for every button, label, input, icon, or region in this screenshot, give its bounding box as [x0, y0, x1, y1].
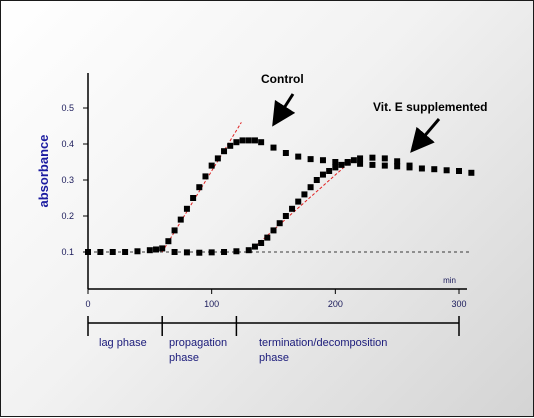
vit-e-arrow [410, 118, 441, 153]
vit-e-point [350, 157, 357, 164]
vit-e-point [208, 249, 215, 256]
control-point [109, 249, 116, 255]
y-tick-label: 0.1 [61, 247, 74, 257]
phase-label-termination-line1: termination/decomposition [259, 337, 387, 349]
control-point [369, 161, 376, 168]
vit-e-point [338, 161, 345, 168]
vit-e-point [270, 227, 277, 234]
x-unit-label: min [443, 276, 456, 285]
vit-e-point [171, 249, 178, 255]
phase-label-propagation-line2: phase [169, 352, 199, 364]
control-point [171, 227, 178, 234]
vit-e-point [282, 213, 289, 219]
vit-e-point [196, 249, 203, 256]
control-point [258, 139, 265, 146]
vit-e-point [258, 240, 265, 246]
control-point [456, 168, 462, 174]
control-arrow [272, 93, 296, 127]
control-point [468, 169, 475, 176]
vit-e-point [326, 168, 333, 174]
control-point [443, 167, 450, 174]
y-tick-label: 0.2 [61, 211, 74, 221]
y-tick-label: 0.5 [61, 103, 74, 113]
control-point [153, 246, 160, 253]
control-point [227, 142, 234, 149]
vit-e-point [369, 154, 376, 161]
control-point [208, 162, 215, 169]
vit-e-point [381, 155, 388, 162]
control-point [381, 162, 388, 169]
control-point [134, 248, 141, 255]
control-point [418, 165, 425, 172]
vit-e-point [221, 249, 228, 255]
vit-e-point [332, 164, 339, 171]
vit-e-point [245, 247, 252, 254]
control-point [159, 245, 166, 252]
phase-label-termination-line2: phase [259, 352, 289, 364]
control-point [357, 160, 364, 167]
vit-e-point [406, 162, 413, 169]
vit-e-point [264, 234, 271, 241]
control-point [190, 195, 197, 201]
phase-label-propagation-line1: propagation [169, 337, 227, 349]
vit-e-point [251, 243, 258, 250]
control-point [177, 216, 184, 223]
control-point [202, 173, 209, 180]
control-point [196, 184, 203, 191]
vit-e-point [276, 220, 283, 227]
vit-e-tangent-line [248, 158, 355, 253]
control-annotation: Control [261, 72, 304, 86]
vit-e-point [295, 198, 302, 205]
vit-e-series [171, 154, 413, 256]
y-axis-title: absorbance [36, 135, 51, 208]
x-tick-label: 300 [451, 299, 466, 309]
control-point [183, 205, 190, 212]
control-point [394, 163, 401, 170]
control-point [319, 157, 326, 164]
vit-e-point [394, 158, 401, 165]
control-point [221, 148, 228, 155]
control-point [295, 153, 302, 160]
vit-e-point [319, 171, 326, 178]
vit-e-point [233, 248, 240, 255]
x-tick-label: 0 [85, 299, 90, 309]
x-tick-label: 200 [328, 299, 343, 309]
x-tick-label: 100 [204, 299, 219, 309]
vit-e-point [183, 249, 190, 256]
control-point [332, 159, 339, 165]
vit-e-annotation: Vit. E supplemented [373, 100, 487, 114]
y-tick-label: 0.3 [61, 175, 74, 185]
control-point [97, 249, 104, 255]
control-point [214, 155, 221, 162]
control-point [307, 156, 314, 163]
control-point [146, 247, 153, 254]
control-point [239, 137, 246, 144]
control-point [251, 137, 258, 144]
phase-label-lag: lag phase [99, 337, 147, 349]
control-point [270, 144, 277, 151]
control-point [431, 166, 438, 173]
control-point [165, 238, 172, 245]
y-tick-label: 0.4 [61, 139, 74, 149]
vit-e-point [307, 184, 314, 191]
vit-e-point [344, 159, 351, 165]
vit-e-point [357, 155, 364, 162]
vit-e-point [289, 205, 296, 212]
vit-e-point [313, 177, 320, 183]
control-point [233, 139, 240, 146]
control-series [85, 137, 475, 255]
control-point [245, 137, 252, 144]
control-point [282, 150, 289, 156]
vit-e-point [301, 191, 308, 198]
control-point [85, 249, 91, 255]
control-point [122, 249, 129, 255]
